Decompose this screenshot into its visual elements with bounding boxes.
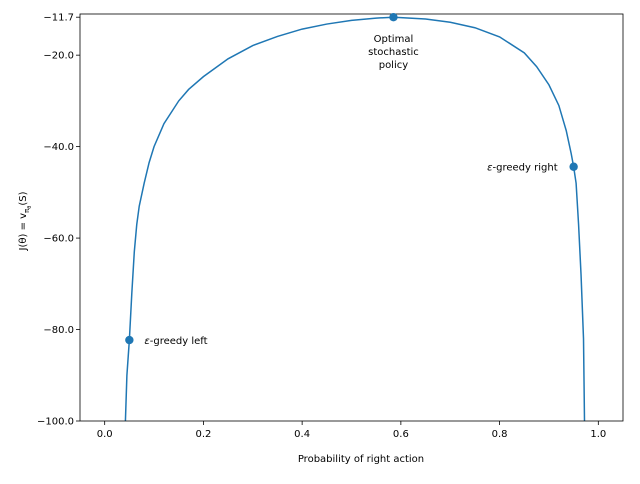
x-tick-label-3: 0.6 — [393, 429, 409, 440]
y-tick-label-2: −60.0 — [43, 234, 74, 245]
x-tick-label-0: 0.0 — [97, 429, 113, 440]
marker-point-0 — [125, 335, 134, 345]
axes-frame — [79, 13, 624, 422]
y-axis-label-main: J(θ) = v — [18, 213, 29, 252]
y-tick-label-4: −20.0 — [43, 51, 74, 62]
y-tick-label-0: −100.0 — [37, 417, 74, 428]
x-axis-label: Probability of right action — [298, 454, 424, 465]
y-tick-label-3: −40.0 — [43, 142, 74, 153]
annotations: ε-greedy leftOptimalstochasticpolicyε-gr… — [144, 34, 557, 347]
x-tick-label-4: 0.8 — [492, 429, 508, 440]
x-axis-ticks: 0.0 0.2 0.4 0.6 0.8 1.0 — [97, 421, 606, 440]
x-tick-label-5: 1.0 — [590, 429, 606, 440]
y-tick-label-1: −80.0 — [43, 325, 74, 336]
marker-point-2 — [569, 162, 578, 171]
y-tick-label-5: −11.7 — [43, 13, 74, 24]
y-axis-label-subsub: θ — [27, 206, 33, 209]
annotation-eps-left-symbol: ε — [144, 336, 150, 347]
marker-point-1 — [389, 13, 398, 22]
data-line — [124, 16, 586, 421]
y-axis-label-tail: (S) — [18, 191, 29, 205]
annotation-eps-right-symbol: ε — [487, 163, 493, 174]
y-axis-label-sub: π — [23, 208, 31, 213]
annotation-eps-greedy-right: ε-greedy right — [487, 163, 558, 174]
annotation-optimal-line-1: stochastic — [368, 47, 419, 58]
annotation-eps-greedy-left: ε-greedy left — [144, 336, 207, 347]
x-tick-label-2: 0.4 — [294, 429, 310, 440]
y-axis-ticks: −100.0 −80.0 −60.0 −40.0 −20.0 −11.7 — [37, 13, 80, 428]
annotation-optimal-line-0: Optimal — [374, 34, 414, 45]
annotation-eps-right-text: -greedy right — [493, 163, 558, 174]
annotation-optimal-line-2: policy — [379, 60, 409, 71]
plot-area — [79, 13, 624, 422]
annotation-eps-left-text: -greedy left — [150, 336, 208, 347]
y-axis-label: J(θ) = vπθ(S) — [18, 191, 33, 251]
x-tick-label-1: 0.2 — [195, 429, 211, 440]
